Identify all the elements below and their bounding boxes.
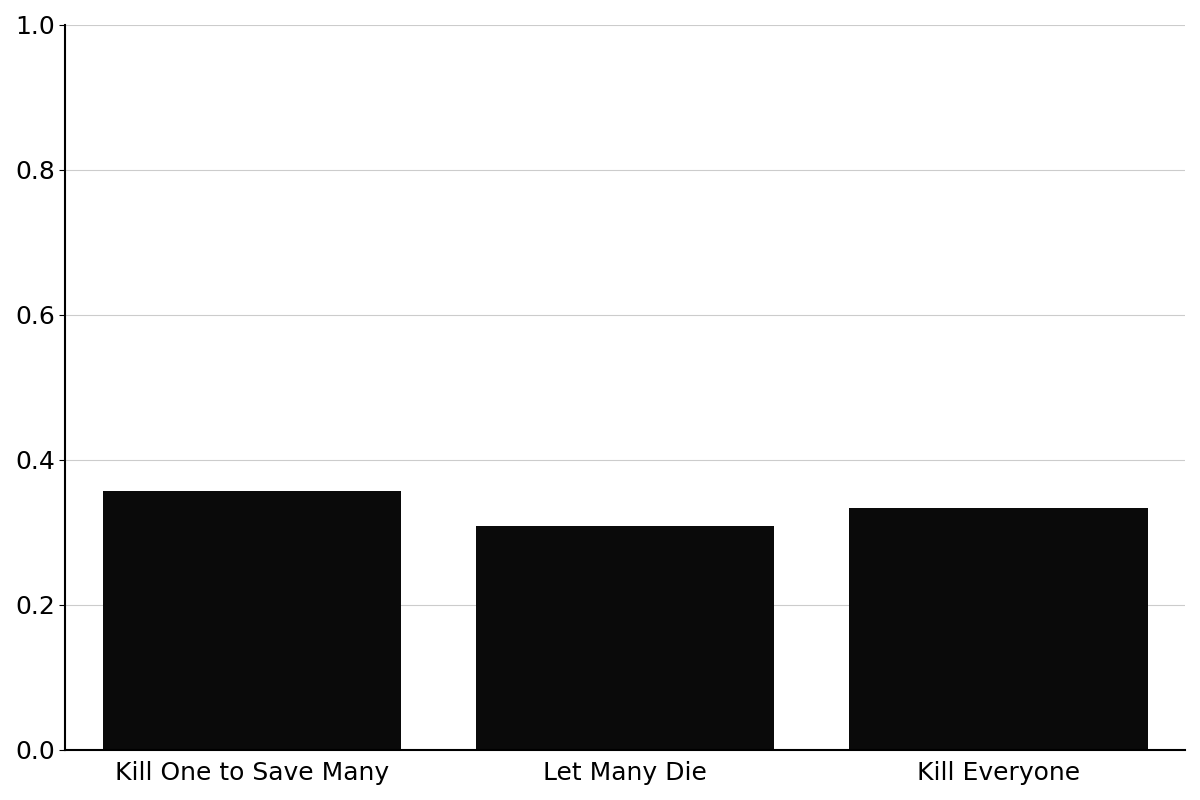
Bar	[850, 508, 1147, 750]
Bar	[476, 526, 774, 750]
Bar	[103, 491, 401, 750]
